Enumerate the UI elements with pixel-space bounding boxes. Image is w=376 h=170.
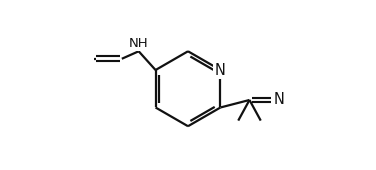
Text: N: N xyxy=(215,63,226,78)
Text: NH: NH xyxy=(129,37,149,50)
Text: N: N xyxy=(273,92,284,107)
